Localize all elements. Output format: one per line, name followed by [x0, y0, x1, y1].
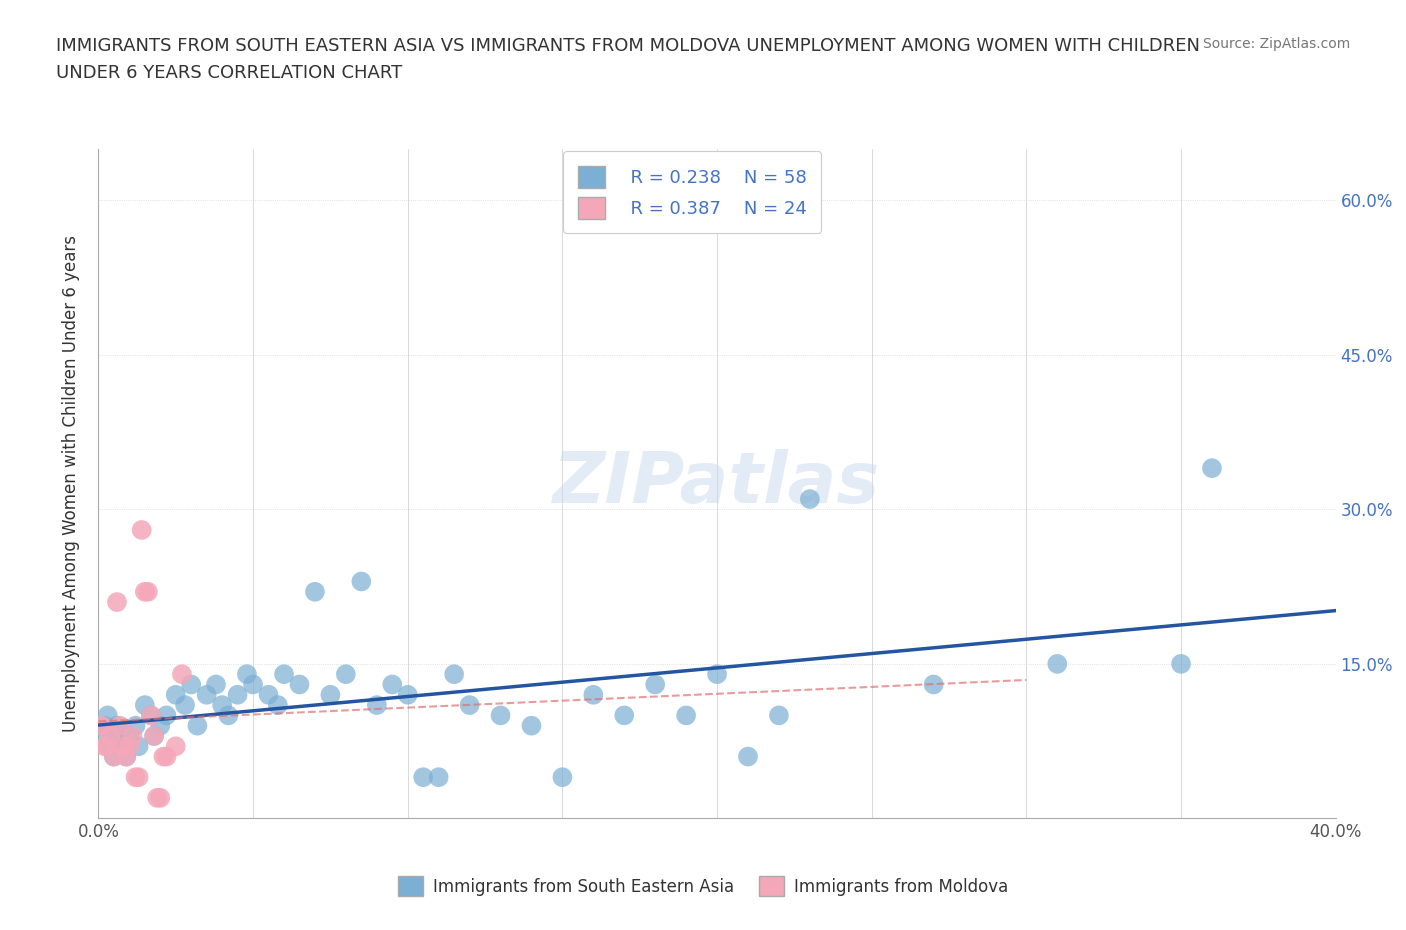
- Point: [139, 708, 162, 723]
- Point: [217, 708, 239, 723]
- Y-axis label: Unemployment Among Women with Children Under 6 years: Unemployment Among Women with Children U…: [62, 235, 80, 732]
- Point: [350, 574, 373, 589]
- Point: [103, 750, 125, 764]
- Point: [93, 738, 115, 753]
- Point: [128, 770, 150, 785]
- Point: [205, 677, 228, 692]
- Point: [170, 667, 193, 682]
- Point: [195, 687, 218, 702]
- Point: [134, 584, 156, 599]
- Point: [90, 728, 112, 743]
- Point: [211, 698, 233, 712]
- Point: [165, 738, 187, 753]
- Point: [582, 687, 605, 702]
- Point: [257, 687, 280, 702]
- Point: [90, 718, 112, 733]
- Point: [489, 708, 512, 723]
- Point: [112, 738, 135, 753]
- Point: [706, 667, 728, 682]
- Point: [100, 728, 122, 743]
- Point: [155, 708, 177, 723]
- Point: [103, 750, 125, 764]
- Point: [121, 728, 143, 743]
- Point: [768, 708, 790, 723]
- Point: [396, 687, 419, 702]
- Point: [97, 708, 120, 723]
- Point: [124, 718, 146, 733]
- Point: [1201, 460, 1223, 475]
- Point: [128, 738, 150, 753]
- Point: [288, 677, 311, 692]
- Point: [131, 523, 153, 538]
- Point: [1170, 657, 1192, 671]
- Point: [155, 750, 177, 764]
- Text: Source: ZipAtlas.com: Source: ZipAtlas.com: [1202, 37, 1350, 51]
- Point: [143, 728, 166, 743]
- Point: [1046, 657, 1069, 671]
- Point: [174, 698, 197, 712]
- Point: [180, 677, 202, 692]
- Point: [149, 790, 172, 805]
- Point: [304, 584, 326, 599]
- Point: [799, 492, 821, 507]
- Point: [427, 770, 450, 785]
- Point: [105, 594, 128, 609]
- Point: [134, 698, 156, 712]
- Point: [115, 750, 138, 764]
- Point: [115, 750, 138, 764]
- Point: [443, 667, 465, 682]
- Point: [139, 708, 162, 723]
- Point: [644, 677, 666, 692]
- Point: [118, 728, 141, 743]
- Point: [366, 698, 388, 712]
- Point: [124, 770, 146, 785]
- Text: ZIPatlas: ZIPatlas: [554, 449, 880, 518]
- Point: [100, 738, 122, 753]
- Point: [242, 677, 264, 692]
- Point: [136, 584, 159, 599]
- Point: [613, 708, 636, 723]
- Point: [412, 770, 434, 785]
- Point: [922, 677, 945, 692]
- Point: [93, 718, 115, 733]
- Point: [146, 790, 169, 805]
- Point: [165, 687, 187, 702]
- Point: [267, 698, 290, 712]
- Point: [186, 718, 208, 733]
- Point: [118, 738, 141, 753]
- Point: [381, 677, 404, 692]
- Point: [520, 718, 543, 733]
- Point: [97, 738, 120, 753]
- Point: [152, 750, 174, 764]
- Legend: Immigrants from South Eastern Asia, Immigrants from Moldova: Immigrants from South Eastern Asia, Immi…: [391, 870, 1015, 903]
- Point: [236, 667, 259, 682]
- Point: [319, 687, 342, 702]
- Point: [551, 770, 574, 785]
- Point: [458, 698, 481, 712]
- Point: [112, 738, 135, 753]
- Point: [105, 718, 128, 733]
- Point: [149, 718, 172, 733]
- Point: [108, 728, 131, 743]
- Point: [335, 667, 357, 682]
- Point: [226, 687, 249, 702]
- Point: [108, 718, 131, 733]
- Point: [273, 667, 295, 682]
- Point: [675, 708, 697, 723]
- Point: [143, 728, 166, 743]
- Legend:   R = 0.238    N = 58,   R = 0.387    N = 24: R = 0.238 N = 58, R = 0.387 N = 24: [564, 152, 821, 233]
- Point: [737, 750, 759, 764]
- Text: IMMIGRANTS FROM SOUTH EASTERN ASIA VS IMMIGRANTS FROM MOLDOVA UNEMPLOYMENT AMONG: IMMIGRANTS FROM SOUTH EASTERN ASIA VS IM…: [56, 37, 1201, 82]
